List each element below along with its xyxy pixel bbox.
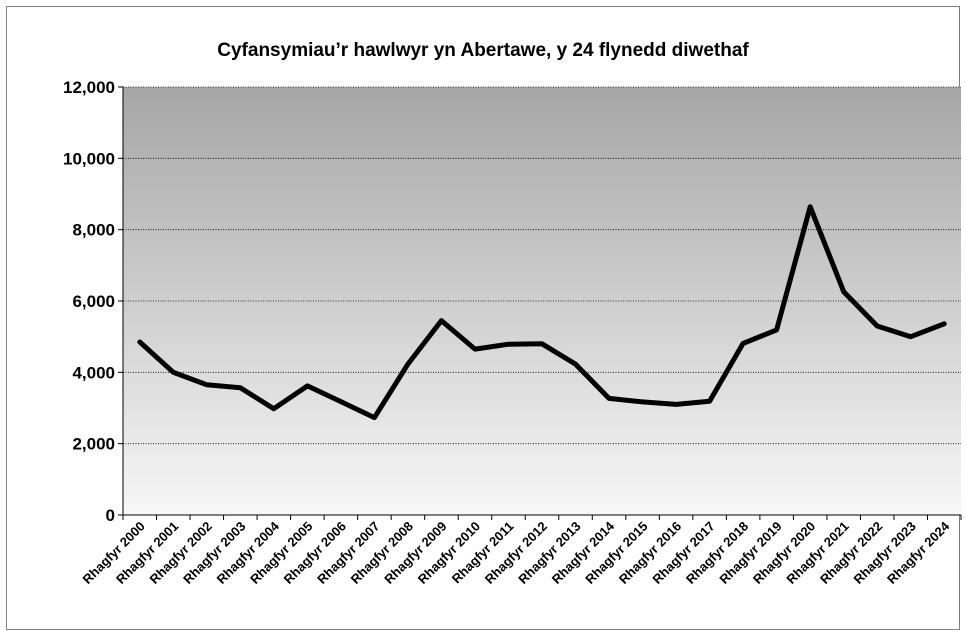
chart-title: Cyfansymiau’r hawlwyr yn Abertawe, y 24 … <box>217 40 749 61</box>
y-tick-label: 0 <box>106 506 115 525</box>
y-tick-label: 6,000 <box>72 292 115 311</box>
y-tick-label: 4,000 <box>72 363 115 382</box>
y-tick-label: 10,000 <box>63 149 115 168</box>
series-line <box>137 204 947 421</box>
y-tick-label: 8,000 <box>72 221 115 240</box>
y-tick-labels: 0 2,000 4,000 6,000 8,000 10,000 12,000 <box>63 78 115 525</box>
axes <box>118 86 962 520</box>
y-tick-label: 12,000 <box>63 78 115 97</box>
y-tick-label: 2,000 <box>72 435 115 454</box>
